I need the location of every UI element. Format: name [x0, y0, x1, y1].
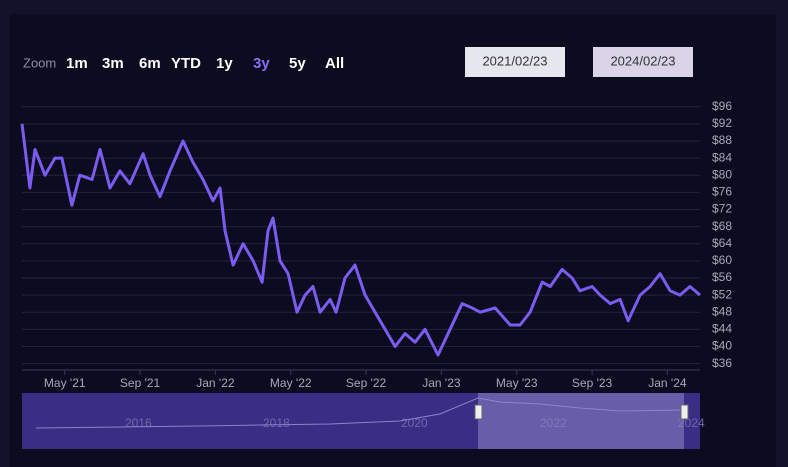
x-tick-label: Jan '24: [648, 376, 687, 390]
navigator-label: 2018: [263, 416, 290, 430]
y-tick-label: $88: [712, 133, 732, 147]
y-tick-label: $40: [712, 339, 732, 353]
x-tick-label: Jan '22: [196, 376, 235, 390]
navigator-label: 2024: [678, 416, 705, 430]
y-tick-label: $84: [712, 150, 732, 164]
y-tick-label: $96: [712, 99, 732, 113]
zoom-button[interactable]: 1m: [66, 55, 88, 72]
y-tick-label: $72: [712, 202, 732, 216]
price-line: [20, 123, 701, 357]
y-tick-label: $36: [712, 356, 732, 370]
x-tick-label: Sep '21: [120, 376, 161, 390]
zoom-button[interactable]: 5y: [289, 55, 306, 72]
date-from[interactable]: 2021/02/23: [482, 53, 547, 68]
y-tick-label: $92: [712, 116, 732, 130]
zoom-button[interactable]: 3y: [253, 55, 270, 72]
x-tick-label: May '21: [44, 376, 86, 390]
panel: [10, 14, 776, 467]
x-tick-label: Sep '22: [346, 376, 387, 390]
x-tick-label: Jan '23: [422, 376, 461, 390]
x-tick-label: May '23: [496, 376, 538, 390]
y-tick-label: $56: [712, 270, 732, 284]
x-tick-label: Sep '23: [572, 376, 613, 390]
date-from-box[interactable]: [465, 47, 565, 77]
y-tick-label: $68: [712, 219, 732, 233]
y-tick-label: $60: [712, 253, 732, 267]
zoom-button[interactable]: All: [325, 55, 344, 72]
y-tick-label: $76: [712, 185, 732, 199]
x-tick-label: May '22: [270, 376, 312, 390]
navigator-handle[interactable]: [474, 404, 483, 420]
y-tick-label: $52: [712, 287, 732, 301]
date-to[interactable]: 2024/02/23: [610, 53, 675, 68]
plot: $36 $40 $44 $48 $52 $56 $60 $64 $68 $72 $76 $80 $84 $…: [20, 99, 732, 390]
zoom-button[interactable]: 1y: [216, 55, 233, 72]
y-tick-label: $80: [712, 167, 732, 181]
navigator-handle[interactable]: [680, 404, 689, 420]
zoom-button[interactable]: YTD: [171, 55, 201, 72]
zoom-button[interactable]: 6m: [139, 55, 161, 72]
navigator-label: 2016: [125, 416, 152, 430]
y-tick-label: $44: [712, 322, 732, 336]
y-tick-label: $64: [712, 236, 732, 250]
y-tick-label: $48: [712, 304, 732, 318]
zoom-label: Zoom: [23, 55, 56, 70]
navigator-selection[interactable]: [478, 393, 684, 449]
zoom-button[interactable]: 3m: [102, 55, 124, 72]
date-to-box[interactable]: [593, 47, 693, 77]
